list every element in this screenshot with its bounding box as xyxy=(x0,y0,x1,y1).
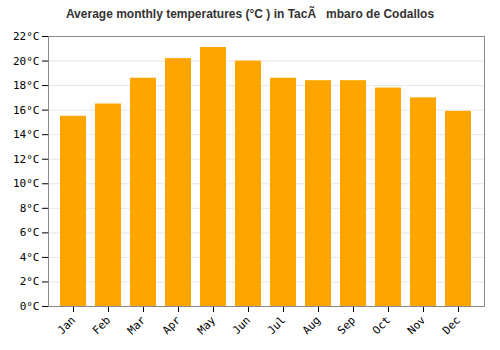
svg-text:Aug: Aug xyxy=(300,314,323,337)
svg-text:Oct: Oct xyxy=(370,314,393,337)
svg-text:16°C: 16°C xyxy=(13,104,40,117)
svg-text:Sep: Sep xyxy=(335,314,358,337)
svg-text:20°C: 20°C xyxy=(13,55,40,68)
svg-text:Feb: Feb xyxy=(90,314,113,337)
html-text:Average monthly temperatures (: Average monthly temperatures (°C ) in Ta… xyxy=(65,7,435,21)
svg-text:18°C: 18°C xyxy=(13,79,40,92)
svg-text:Jun: Jun xyxy=(230,314,253,337)
svg-text:6°C: 6°C xyxy=(20,226,40,239)
svg-text:Jan: Jan xyxy=(55,314,78,337)
svg-text:10°C: 10°C xyxy=(13,177,40,190)
svg-text:Dec: Dec xyxy=(440,314,463,337)
svg-text:4°C: 4°C xyxy=(20,251,40,264)
svg-text:12°C: 12°C xyxy=(13,153,40,166)
svg-text:Apr: Apr xyxy=(160,313,184,337)
svg-text:8°C: 8°C xyxy=(20,202,40,215)
svg-text:0°C: 0°C xyxy=(20,300,40,313)
svg-text:May: May xyxy=(195,313,219,337)
svg-text:2°C: 2°C xyxy=(20,275,40,288)
svg-text:14°C: 14°C xyxy=(13,128,40,141)
svg-text:Mar: Mar xyxy=(125,313,149,337)
svg-text:22°C: 22°C xyxy=(13,30,40,43)
svg-text:Nov: Nov xyxy=(405,313,429,337)
svg-text:Jul: Jul xyxy=(265,314,288,337)
